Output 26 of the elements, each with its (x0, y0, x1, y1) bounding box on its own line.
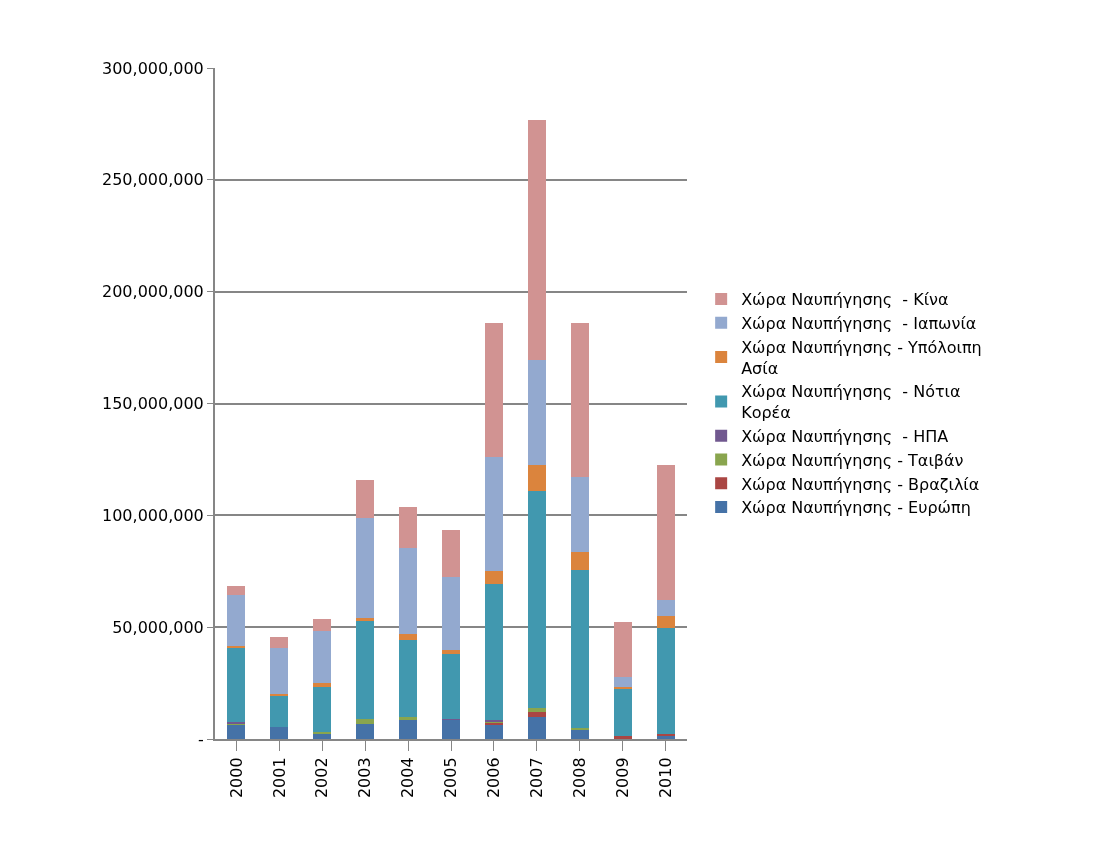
legend-label: Χώρα Ναυπήγησης - Ευρώπη (741, 498, 971, 518)
x-tick-label: 2010 (655, 757, 675, 799)
x-tick-label: 2005 (441, 757, 461, 799)
y-tick-label: 300,000,000 (102, 58, 204, 78)
x-tick-label: 2009 (612, 757, 632, 799)
x-tick-label: 2002 (312, 757, 332, 799)
legend-label: Χώρα Ναυπήγησης - Νότια Κορέα (741, 382, 961, 423)
y-tick-label: - (198, 729, 204, 749)
y-tick-label: 150,000,000 (102, 394, 204, 414)
y-tick-label: 250,000,000 (102, 170, 204, 190)
x-tick-label: 2000 (226, 757, 246, 799)
x-tick-label: 2003 (355, 757, 375, 799)
y-tick-label: 50,000,000 (112, 617, 204, 637)
x-tick-label: 2008 (569, 757, 589, 799)
y-tick-label: 100,000,000 (102, 505, 204, 525)
legend-label: Χώρα Ναυπήγησης - Υπόλοιπη Ασία (741, 337, 982, 378)
x-tick-label: 2001 (269, 757, 289, 799)
legend-label: Χώρα Ναυπήγησης - Ιαπωνία (741, 313, 977, 333)
x-tick-label: 2006 (484, 757, 504, 799)
legend-label: Χώρα Ναυπήγησης - Κίνα (741, 290, 949, 310)
y-tick-label: 200,000,000 (102, 282, 204, 302)
legend-label: Χώρα Ναυπήγησης - ΗΠΑ (741, 426, 949, 446)
legend-label: Χώρα Ναυπήγησης - Βραζιλία (741, 474, 980, 494)
legend-label: Χώρα Ναυπήγησης - Ταιβάν (741, 450, 964, 470)
x-tick-label: 2004 (398, 757, 418, 799)
x-tick-label: 2007 (527, 757, 547, 799)
